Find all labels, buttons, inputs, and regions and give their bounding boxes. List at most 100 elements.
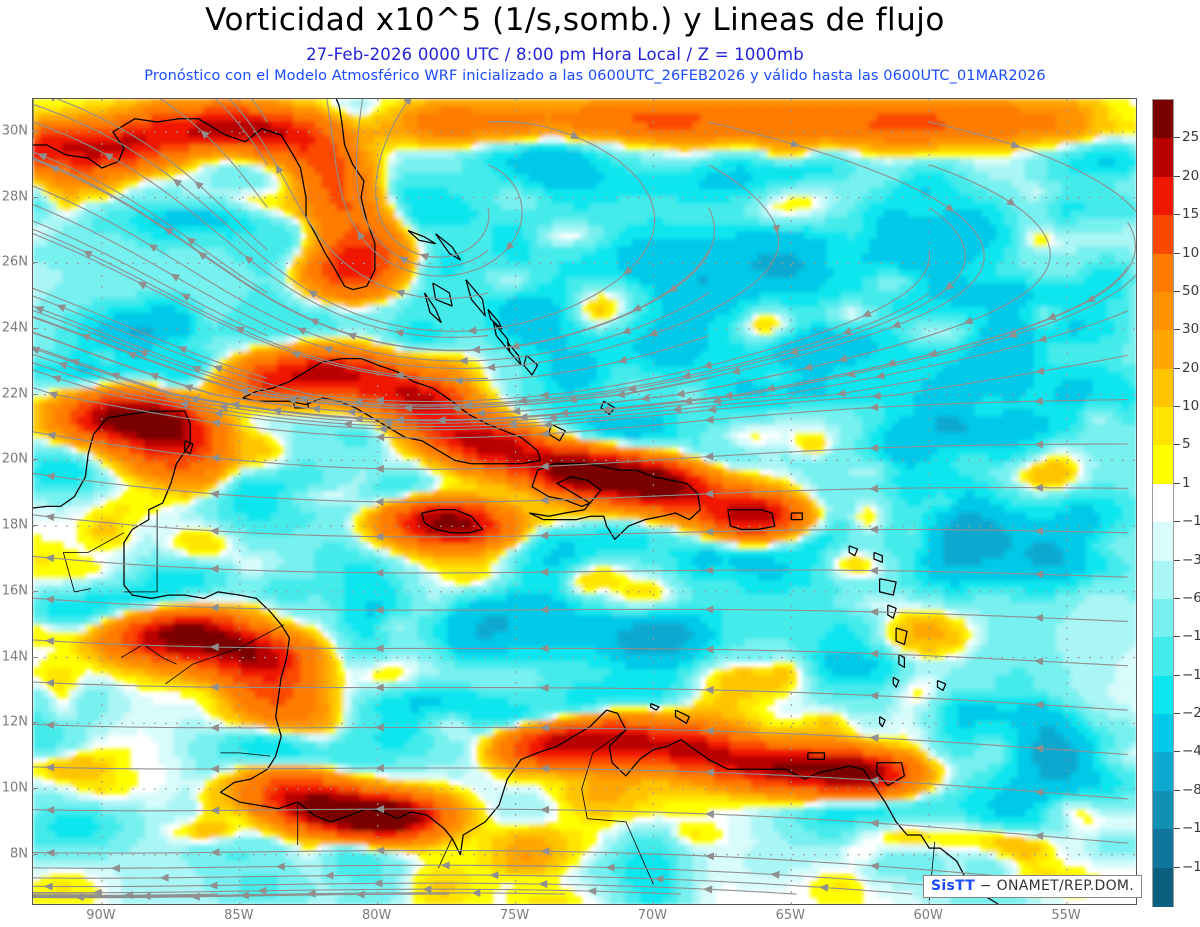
agency-label: ONAMET/REP.DOM. [996,878,1135,894]
colorbar-band [1153,138,1173,178]
streamline-arrow [34,306,45,314]
streamline-arrow [1006,197,1016,207]
streamlines [33,99,1136,902]
streamline-arrow [704,685,714,694]
streamline-arrow [403,99,413,106]
streamline-arrow [180,293,191,302]
coastline-st-lucia [898,653,906,669]
streamline-arrow [45,848,55,857]
streamline-arrow [539,568,549,577]
streamline-arrow [373,879,383,888]
streamline [215,99,268,165]
coastline-antigua [873,551,883,563]
streamline-arrow [92,888,102,897]
colorbar-tick-label: 1 [1182,474,1191,491]
streamline-arrow [297,327,307,336]
streamline [33,287,268,379]
coastline-guadeloupe [878,578,897,596]
colorbar-tick-label: 20 [1182,359,1200,376]
coastline-stvincent [892,676,900,688]
coastline-cat-island [487,308,503,330]
streamline-arrow [353,398,363,407]
colorbar-tick [1174,866,1180,868]
streamline [33,387,1128,439]
y-tick-mark [32,328,38,329]
streamline-arrow [45,679,55,687]
streamline-arrow [209,643,219,652]
streamline-arrow [45,763,55,772]
colorbar-band [1153,445,1173,485]
streamline-arrow [836,389,846,398]
colorbar-tick [1174,636,1180,638]
streamline-arrow [322,346,333,354]
y-tick-mark [32,722,38,724]
streamline [33,164,780,370]
colorbar-band [1153,100,1173,139]
y-tick-mark [32,656,38,658]
streamline-arrow [1037,334,1048,343]
streamline-arrow [507,419,517,428]
vorticity-field [33,99,1136,904]
colorbar-tick [1174,367,1180,369]
x-tick-label: 90W [86,908,116,923]
streamline-arrow [704,768,714,777]
streamline-arrow [505,241,515,251]
streamline-arrow [209,564,219,573]
colorbar-band [1153,215,1173,255]
streamline-arrow [654,875,664,884]
colorbar-tick [1174,214,1180,216]
streamline-arrow [869,776,879,785]
streamline-arrow [208,881,218,890]
streamline-arrow [395,289,406,298]
colorbar-band [1153,560,1173,600]
streamline-arrow [540,429,550,438]
streamline-arrow [539,644,549,653]
streamline [326,99,523,277]
colorbar-tick-label: 100 [1182,244,1200,261]
streamline-arrow [891,320,902,328]
streamline-arrow [539,531,549,540]
colorbar-band [1153,752,1173,792]
streamline-arrow [1034,700,1044,709]
border-line [165,624,285,685]
streamline-arrow [374,568,384,577]
colorbar-band [1153,522,1173,562]
y-tick-mark [32,853,38,855]
streamline-arrow [82,250,93,259]
coastline-bahamas-1 [407,229,437,245]
streamline-arrow [539,764,549,773]
streamline [33,472,1128,503]
streamline-arrow [170,273,181,282]
streamline-arrow [542,420,552,429]
streamline-arrow [1046,312,1057,321]
streamline [33,103,656,332]
streamline-arrow [730,366,741,375]
streamline-arrow [567,395,578,404]
streamline-arrow [963,316,974,325]
streamline-arrow [667,284,678,293]
streamline-arrow [191,365,202,374]
colorbar-tick-label: −6 [1182,589,1200,606]
streamline-arrow [45,721,55,730]
streamline-arrow [869,484,879,493]
streamline-arrow [375,433,385,442]
streamline-arrow [355,890,365,899]
coastline-virgin-is [790,512,803,521]
streamline-arrow [286,396,297,405]
streamline-arrow [275,164,284,175]
colorbar-tick-label: 150 [1182,206,1200,223]
streamline-arrow [875,371,885,380]
streamline [33,121,985,409]
colorbar-tick [1174,290,1180,292]
y-tick-mark [32,525,38,527]
streamline-arrow [1010,140,1021,149]
streamline-arrow [1035,366,1045,375]
x-tick-label: 85W [224,908,254,923]
x-tick-label: 60W [913,908,943,923]
colorbar-band [1153,407,1173,447]
streamline-arrow [49,165,60,174]
streamline-arrow [197,251,208,261]
streamline-arrow [374,606,384,615]
streamline-arrow [869,443,879,452]
y-tick-label: 26N [1,254,28,270]
